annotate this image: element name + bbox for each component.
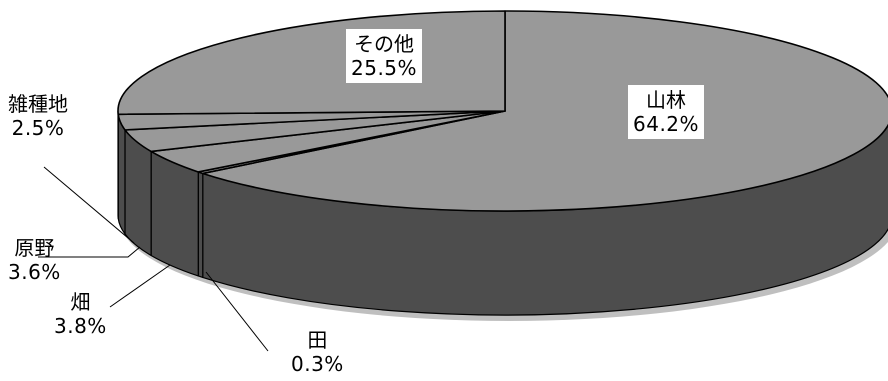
slice-top-山林 [201, 10, 888, 212]
slice-percent: 0.3% [291, 352, 344, 376]
slice-label-原野: 原野 3.6% [8, 236, 61, 284]
slice-name: その他 [354, 32, 415, 56]
leader-line-雑種地 [43, 166, 135, 244]
slice-name: 雑種地 [8, 92, 68, 116]
slice-percent: 3.6% [8, 260, 61, 284]
slice-label-雑種地: 雑種地 2.5% [8, 92, 68, 140]
slice-label-畑: 畑 3.8% [54, 290, 107, 338]
leader-line-原野 [38, 246, 141, 258]
leader-line-畑 [109, 264, 171, 308]
slice-name: 田 [307, 328, 328, 352]
slice-label-山林: 山林 64.2% [628, 85, 705, 139]
slice-name: 山林 [646, 88, 687, 112]
leader-line-田 [205, 271, 269, 352]
slice-label-その他: その他 25.5% [346, 29, 423, 83]
slice-percent: 64.2% [633, 112, 700, 136]
slice-name: 畑 [70, 290, 91, 314]
slice-side-雑種地 [117, 113, 126, 235]
slice-label-田: 田 0.3% [291, 328, 344, 376]
slice-name: 原野 [14, 236, 55, 260]
slice-percent: 25.5% [351, 56, 418, 80]
slice-side-田 [197, 171, 204, 279]
slice-top-その他 [117, 10, 506, 116]
slice-percent: 3.8% [54, 314, 107, 338]
slice-percent: 2.5% [11, 116, 65, 140]
